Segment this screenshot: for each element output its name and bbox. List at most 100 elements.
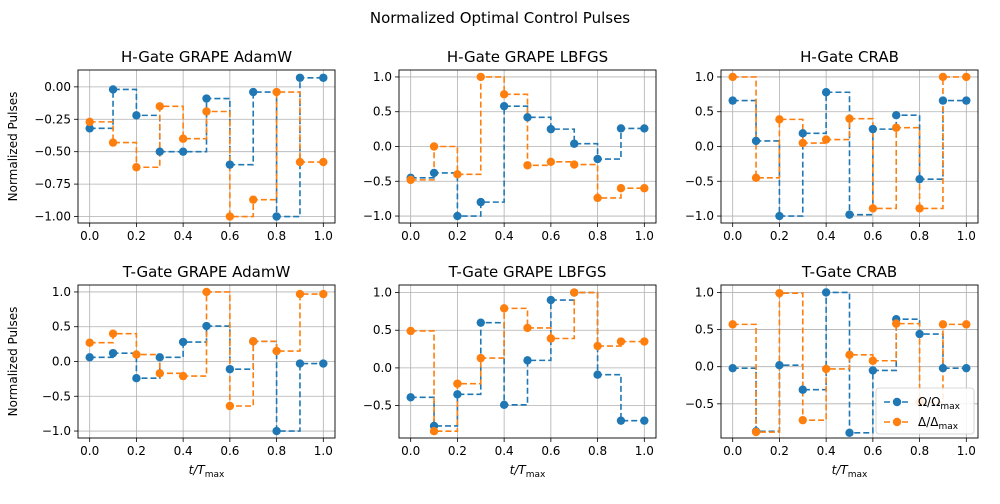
data-point-omega — [775, 211, 784, 221]
data-point-delta — [616, 184, 626, 193]
x-tick-label: 0.0 — [401, 229, 420, 243]
y-tick-label: −1.0 — [42, 424, 71, 438]
data-point-omega — [178, 147, 188, 156]
data-point-omega — [132, 373, 141, 383]
data-point-delta — [406, 175, 415, 185]
data-point-delta — [751, 173, 761, 182]
data-point-omega — [272, 426, 281, 436]
y-tick-label: 1.0 — [695, 70, 714, 84]
data-point-omega — [295, 73, 305, 82]
y-tick-label: 0.5 — [695, 323, 714, 337]
x-tick-label: 0.6 — [541, 229, 560, 243]
x-tick-label: 1.0 — [635, 444, 654, 458]
data-point-omega — [453, 390, 462, 399]
data-point-delta — [108, 138, 118, 147]
data-point-delta — [593, 341, 602, 351]
data-point-delta — [225, 401, 235, 411]
series-line-delta — [410, 76, 645, 199]
x-tick-label: 0.8 — [910, 229, 929, 243]
data-point-omega — [570, 139, 579, 148]
data-point-omega — [938, 363, 948, 373]
data-point-omega — [868, 366, 878, 375]
y-tick-label: 0.0 — [695, 140, 714, 154]
x-tick-label: 0.4 — [495, 229, 514, 243]
y-tick-label: 0.5 — [52, 320, 71, 334]
data-point-omega — [546, 124, 556, 134]
data-point-delta — [295, 157, 305, 167]
y-tick-label: −0.50 — [34, 145, 71, 159]
x-tick-label: 0.2 — [448, 229, 467, 243]
data-point-delta — [319, 157, 328, 167]
data-point-delta — [938, 72, 948, 82]
panel-title: T-Gate CRAB — [801, 263, 897, 281]
panel-5: 0.0 0.2 0.4 0.6 0.8 1.0 1.0 0.5 0.0 −0.5 T-Gate GR… — [363, 263, 657, 480]
y-tick-label: −0.5 — [685, 397, 714, 411]
x-axis-label: t/Tmax — [189, 463, 225, 480]
y-tick-label: −0.5 — [363, 399, 392, 413]
data-point-delta — [821, 364, 831, 374]
data-point-omega — [132, 111, 141, 120]
y-tick-label: −1.0 — [685, 209, 714, 223]
data-point-omega — [249, 87, 258, 97]
data-point-omega — [821, 288, 831, 297]
data-point-delta — [499, 304, 509, 313]
data-point-omega — [476, 197, 485, 207]
y-tick-label: 0.00 — [44, 80, 71, 94]
data-point-omega — [640, 416, 649, 425]
data-point-omega — [108, 85, 118, 94]
data-point-delta — [640, 337, 649, 346]
data-point-omega — [728, 363, 737, 373]
data-point-delta — [453, 170, 462, 179]
data-point-delta — [132, 350, 141, 359]
legend: Ω/Ωmax Δ/Δmax — [875, 387, 975, 435]
panel-title: H-Gate CRAB — [800, 48, 899, 66]
data-point-omega — [295, 359, 305, 368]
data-point-delta — [85, 117, 94, 127]
panel-title: T-Gate GRAPE AdamW — [122, 263, 291, 281]
x-tick-label: 0.2 — [770, 444, 789, 458]
y-tick-label: 0.5 — [695, 105, 714, 119]
data-point-omega — [85, 124, 94, 133]
data-point-delta — [476, 72, 485, 82]
data-point-omega — [938, 96, 948, 105]
y-tick-label: 0.0 — [52, 355, 71, 369]
x-tick-label: 0.0 — [80, 229, 99, 243]
data-point-delta — [546, 157, 556, 166]
data-point-delta — [523, 323, 532, 333]
x-tick-label: 0.6 — [220, 444, 239, 458]
x-tick-label: 0.2 — [127, 444, 146, 458]
data-point-omega — [868, 124, 878, 134]
data-point-omega — [546, 295, 556, 305]
y-tick-label: −0.5 — [363, 174, 392, 188]
figure-title: Normalized Optimal Control Pulses — [370, 9, 630, 27]
data-point-delta — [272, 87, 281, 97]
x-tick-label: 0.6 — [220, 229, 239, 243]
data-point-omega — [593, 370, 602, 379]
data-point-delta — [225, 212, 235, 221]
data-point-omega — [85, 353, 94, 362]
y-tick-label: 1.0 — [695, 285, 714, 299]
x-tick-label: 1.0 — [957, 444, 976, 458]
data-point-delta — [821, 135, 831, 144]
data-point-omega — [155, 353, 164, 362]
data-point-delta — [962, 320, 971, 329]
x-tick-label: 0.8 — [267, 229, 286, 243]
y-tick-label: 0.0 — [373, 140, 392, 154]
x-tick-label: 0.6 — [541, 444, 560, 458]
panel-1: 0.0 0.2 0.4 0.6 0.8 1.0 0.00 −0.25 −0.50 −0.75 −1.… — [6, 48, 336, 243]
x-tick-label: 0.4 — [174, 229, 193, 243]
data-point-omega — [845, 428, 854, 438]
x-tick-label: 0.4 — [817, 444, 836, 458]
y-tick-label: −1.00 — [34, 210, 71, 224]
data-point-omega — [728, 96, 737, 105]
x-tick-label: 0.4 — [817, 229, 836, 243]
y-tick-label: 1.0 — [373, 286, 392, 300]
data-point-omega — [821, 88, 831, 97]
data-point-delta — [593, 193, 602, 203]
x-tick-label: 1.0 — [314, 229, 333, 243]
data-point-omega — [751, 136, 761, 146]
legend-label-omega: Ω/Ωmax — [918, 395, 961, 412]
panel-4: 0.0 0.2 0.4 0.6 0.8 1.0 1.0 0.5 0.0 −0.5 −1.0 T-Gat… — [6, 263, 336, 480]
data-point-delta — [523, 161, 532, 170]
legend-label-delta: Δ/Δmax — [918, 415, 959, 432]
